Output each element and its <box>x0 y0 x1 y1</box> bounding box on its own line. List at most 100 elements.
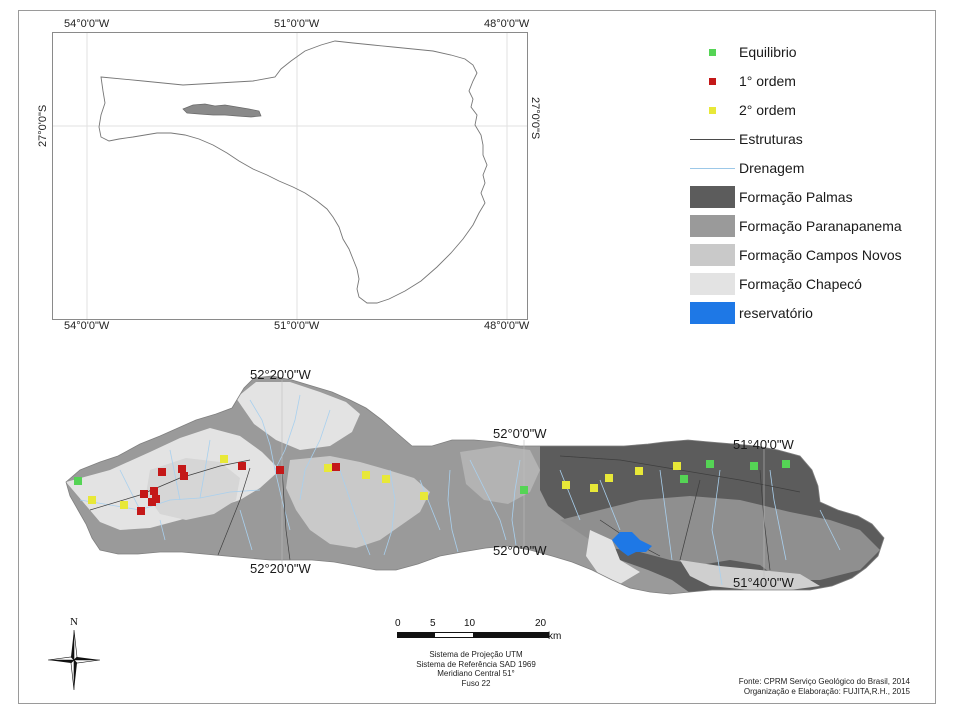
legend-label: Drenagem <box>739 160 805 176</box>
main-map-bottom-left-label: 52°20'0"W <box>250 561 311 576</box>
primeira-ordem-point <box>140 490 148 498</box>
formacao-chapeco-region <box>236 382 360 450</box>
scale-tick-label: 5 <box>430 618 436 629</box>
projection-line: Sistema de Projeção UTM <box>429 650 523 659</box>
legend-item-segunda-ordem: 2° ordem <box>690 98 796 122</box>
equilibrio-swatch <box>709 48 716 56</box>
formacao-chapeco-region <box>586 530 640 584</box>
projection-line: Sistema de Referência SAD 1969 <box>416 659 536 669</box>
legend-item-estruturas: Estruturas <box>690 127 803 151</box>
credits: Fonte: CPRM Serviço Geológico do Brasil,… <box>700 677 910 697</box>
main-map-bottom-mid-label: 52°0'0"W <box>493 543 547 558</box>
main-map-svg <box>65 375 885 595</box>
segunda-ordem-point <box>635 467 643 475</box>
equilibrio-point <box>74 477 82 485</box>
legend-item-drenagem: Drenagem <box>690 156 804 180</box>
scale-tick-label: 20 <box>535 618 547 629</box>
primeira-ordem-swatch <box>709 77 716 85</box>
primeira-ordem-point <box>150 487 158 495</box>
drenagem-swatch <box>690 167 735 169</box>
primeira-ordem-point <box>276 466 284 474</box>
segunda-ordem-point <box>382 475 390 483</box>
legend-item-formacao-chapeco: Formação Chapecó <box>690 272 862 296</box>
locator-top-tick-3: 48°0'0"W <box>484 18 530 30</box>
segunda-ordem-swatch <box>709 106 716 114</box>
equilibrio-point <box>782 460 790 468</box>
primeira-ordem-point <box>178 465 186 473</box>
segunda-ordem-point <box>590 484 598 492</box>
legend-label: Estruturas <box>739 131 803 147</box>
segunda-ordem-point <box>88 496 96 504</box>
formacao-campos-novos-region <box>146 458 240 520</box>
legend-label: 2° ordem <box>739 102 796 118</box>
scale-tick-label: 10 <box>464 618 476 629</box>
scale-bar-track <box>397 632 549 638</box>
scale-bar: 0 5 10 20 km <box>390 618 570 644</box>
equilibrio-point <box>520 486 528 494</box>
projection-info: Sistema de Projeção UTM Sistema de Refer… <box>396 650 556 688</box>
primeira-ordem-point <box>137 507 145 515</box>
scale-tick-label: 0 <box>395 618 401 629</box>
formacao-campos-novos-region <box>286 456 430 548</box>
legend-item-equilibrio: Equilibrio <box>690 40 797 64</box>
segunda-ordem-point <box>562 481 570 489</box>
drenagem-network <box>79 394 841 586</box>
primeira-ordem-point <box>158 468 166 476</box>
legend-item-primeira-ordem: 1° ordem <box>690 69 796 93</box>
locator-map-panel <box>52 32 528 320</box>
main-map-top-mid-label: 52°0'0"W <box>493 426 547 441</box>
primeira-ordem-point <box>180 472 188 480</box>
locator-top-tick-2: 51°0'0"W <box>274 18 320 30</box>
locator-right-tick: 27°0'0"S <box>529 97 541 140</box>
primeira-ordem-point <box>148 498 156 506</box>
credit-author: Organização e Elaboração: FUJITA,R.H., 2… <box>743 687 910 696</box>
segunda-ordem-point <box>362 471 370 479</box>
study-area-outline <box>65 375 885 595</box>
north-label: N <box>70 616 78 628</box>
segunda-ordem-point <box>605 474 613 482</box>
locator-bottom-tick-1: 54°0'0"W <box>64 320 110 332</box>
main-map-top-right-label: 51°40'0"W <box>733 437 794 452</box>
segunda-ordem-point <box>220 455 228 463</box>
legend-label: Formação Chapecó <box>739 276 862 292</box>
legend-label: Formação Campos Novos <box>739 247 902 263</box>
main-map-bottom-right-label: 51°40'0"W <box>733 575 794 590</box>
legend-label: Equilibrio <box>739 44 797 60</box>
estruturas-swatch <box>690 138 735 140</box>
state-outline <box>98 40 488 304</box>
legend-label: 1° ordem <box>739 73 796 89</box>
formacao-paranapanema-swatch <box>690 215 735 237</box>
legend-label: Formação Paranapanema <box>739 218 902 234</box>
formacao-paranapanema-region <box>560 496 880 580</box>
reservatorio-region <box>612 532 652 556</box>
legend-item-reservatorio: reservatório <box>690 301 813 325</box>
legend-item-formacao-paranapanema: Formação Paranapanema <box>690 214 902 238</box>
equilibrio-point <box>680 475 688 483</box>
locator-map-svg <box>53 33 527 319</box>
segunda-ordem-point <box>324 464 332 472</box>
map-frame <box>18 10 936 704</box>
formacao-palmas-swatch <box>690 186 735 208</box>
equilibrio-point <box>750 462 758 470</box>
segunda-ordem-point <box>420 492 428 500</box>
scale-unit: km <box>548 631 562 642</box>
main-map-top-left-label: 52°20'0"W <box>250 367 311 382</box>
primeira-ordem-point <box>332 463 340 471</box>
north-arrow: N <box>48 616 100 692</box>
locator-bottom-tick-3: 48°0'0"W <box>484 320 530 332</box>
primeira-ordem-point <box>238 462 246 470</box>
locator-bottom-tick-2: 51°0'0"W <box>274 320 320 332</box>
projection-line: Meridiano Central 51° <box>437 669 515 678</box>
primeira-ordem-points <box>137 462 340 515</box>
formacao-campos-novos-swatch <box>690 244 735 266</box>
legend-item-formacao-campos-novos: Formação Campos Novos <box>690 243 902 267</box>
equilibrio-points <box>74 460 790 494</box>
legend-item-formacao-palmas: Formação Palmas <box>690 185 853 209</box>
segunda-ordem-point <box>673 462 681 470</box>
equilibrio-point <box>706 460 714 468</box>
locator-left-tick: 27°0'0"S <box>37 104 49 147</box>
legend-label: reservatório <box>739 305 813 321</box>
segunda-ordem-points <box>88 455 681 509</box>
reservatorio-swatch <box>690 302 735 324</box>
study-area-shape <box>182 103 262 118</box>
